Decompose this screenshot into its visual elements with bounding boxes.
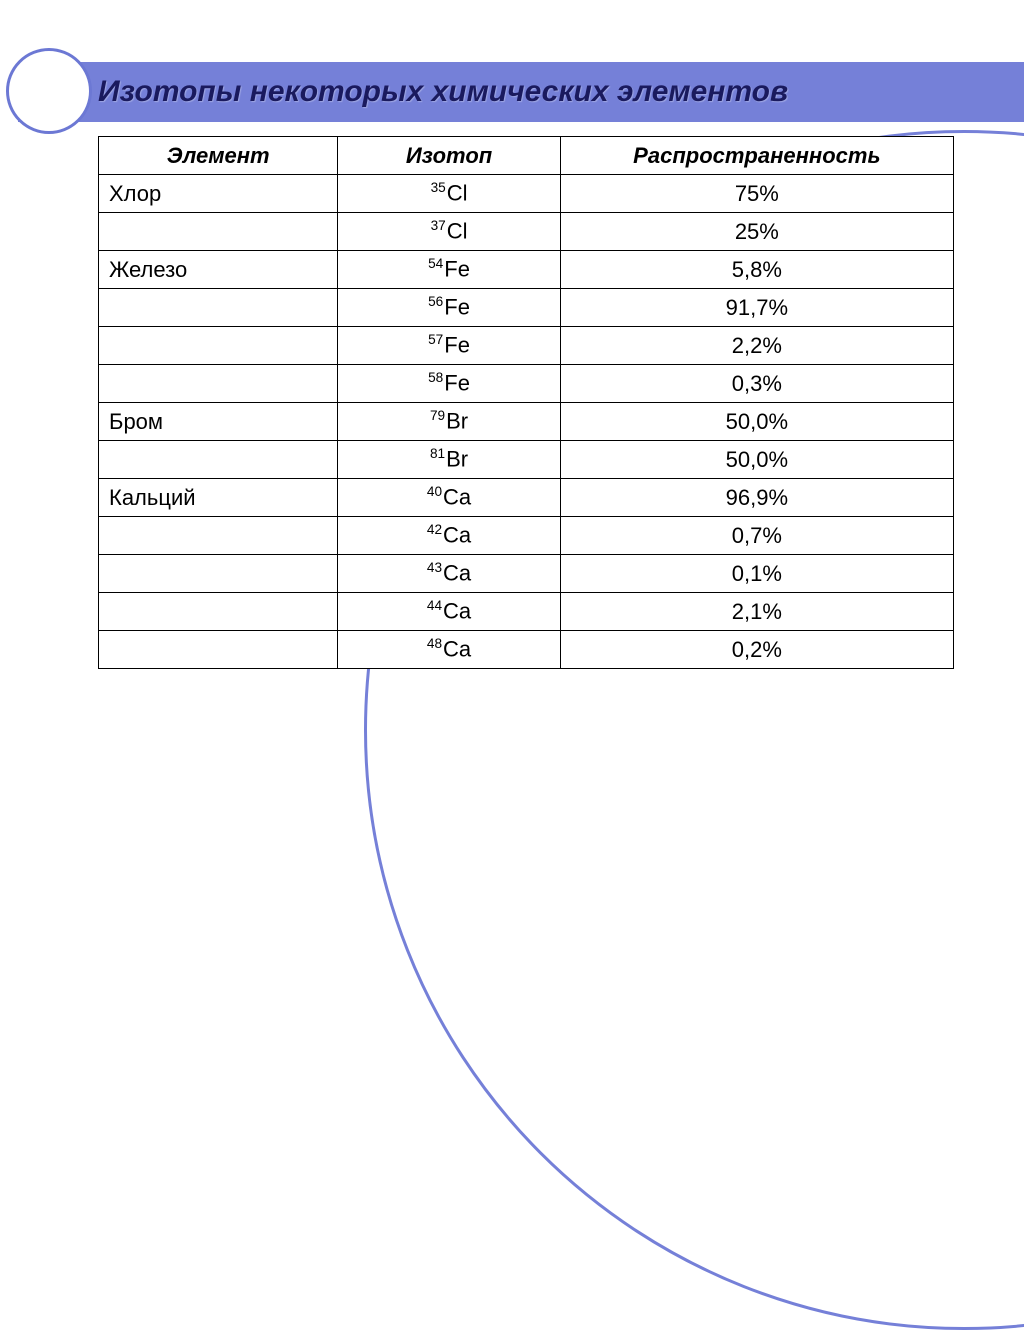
element-symbol: Fe: [444, 257, 470, 282]
mass-number: 81: [430, 446, 445, 461]
table-row: 57Fe2,2%: [99, 327, 954, 365]
cell-isotope: 56Fe: [338, 289, 560, 327]
cell-element: [99, 327, 338, 365]
element-symbol: Fe: [444, 333, 470, 358]
cell-isotope: 40Ca: [338, 479, 560, 517]
cell-element: [99, 365, 338, 403]
cell-isotope: 43Ca: [338, 555, 560, 593]
slide-title: Изотопы некоторых химических элементов: [98, 75, 788, 109]
cell-element: [99, 289, 338, 327]
cell-abundance: 96,9%: [560, 479, 953, 517]
cell-element: Железо: [99, 251, 338, 289]
cell-abundance: 5,8%: [560, 251, 953, 289]
cell-abundance: 25%: [560, 213, 953, 251]
cell-isotope: 48Ca: [338, 631, 560, 669]
element-symbol: Ca: [443, 485, 471, 510]
cell-abundance: 2,1%: [560, 593, 953, 631]
cell-abundance: 0,3%: [560, 365, 953, 403]
table-row: 56Fe91,7%: [99, 289, 954, 327]
mass-number: 44: [427, 598, 442, 613]
cell-element: [99, 213, 338, 251]
element-symbol: Fe: [444, 295, 470, 320]
cell-isotope: 81Br: [338, 441, 560, 479]
mass-number: 56: [428, 294, 443, 309]
cell-element: Кальций: [99, 479, 338, 517]
mass-number: 58: [428, 370, 443, 385]
cell-abundance: 0,7%: [560, 517, 953, 555]
element-symbol: Cl: [447, 219, 468, 244]
cell-abundance: 2,2%: [560, 327, 953, 365]
mass-number: 54: [428, 256, 443, 271]
decorative-ring: [6, 48, 92, 134]
col-abundance: Распространенность: [560, 137, 953, 175]
content-area: Элемент Изотоп Распространенность Хлор35…: [98, 136, 954, 669]
table-row: Хлор35Cl75%: [99, 175, 954, 213]
mass-number: 37: [431, 218, 446, 233]
table-row: 58Fe0,3%: [99, 365, 954, 403]
cell-isotope: 44Ca: [338, 593, 560, 631]
cell-isotope: 79Br: [338, 403, 560, 441]
cell-isotope: 35Cl: [338, 175, 560, 213]
table-row: Бром79Br50,0%: [99, 403, 954, 441]
cell-element: [99, 593, 338, 631]
cell-element: [99, 631, 338, 669]
cell-abundance: 50,0%: [560, 441, 953, 479]
cell-abundance: 0,1%: [560, 555, 953, 593]
mass-number: 79: [430, 408, 445, 423]
cell-isotope: 37Cl: [338, 213, 560, 251]
table-row: 81Br50,0%: [99, 441, 954, 479]
cell-abundance: 0,2%: [560, 631, 953, 669]
cell-isotope: 54Fe: [338, 251, 560, 289]
cell-isotope: 42Ca: [338, 517, 560, 555]
isotopes-table: Элемент Изотоп Распространенность Хлор35…: [98, 136, 954, 669]
element-symbol: Br: [446, 447, 468, 472]
mass-number: 57: [428, 332, 443, 347]
element-symbol: Cl: [447, 181, 468, 206]
cell-isotope: 57Fe: [338, 327, 560, 365]
cell-element: Бром: [99, 403, 338, 441]
table-row: Железо54Fe5,8%: [99, 251, 954, 289]
table-row: 43Ca0,1%: [99, 555, 954, 593]
cell-element: [99, 517, 338, 555]
cell-element: [99, 441, 338, 479]
element-symbol: Fe: [444, 371, 470, 396]
cell-abundance: 91,7%: [560, 289, 953, 327]
mass-number: 43: [427, 560, 442, 575]
cell-element: [99, 555, 338, 593]
element-symbol: Ca: [443, 523, 471, 548]
table-row: 37Cl25%: [99, 213, 954, 251]
element-symbol: Ca: [443, 637, 471, 662]
table-header-row: Элемент Изотоп Распространенность: [99, 137, 954, 175]
cell-isotope: 58Fe: [338, 365, 560, 403]
col-isotope: Изотоп: [338, 137, 560, 175]
mass-number: 42: [427, 522, 442, 537]
col-element: Элемент: [99, 137, 338, 175]
table-row: Кальций40Ca96,9%: [99, 479, 954, 517]
table-row: 48Ca0,2%: [99, 631, 954, 669]
element-symbol: Br: [446, 409, 468, 434]
element-symbol: Ca: [443, 561, 471, 586]
cell-abundance: 75%: [560, 175, 953, 213]
mass-number: 48: [427, 636, 442, 651]
table-row: 44Ca2,1%: [99, 593, 954, 631]
table-row: 42Ca0,7%: [99, 517, 954, 555]
mass-number: 35: [431, 180, 446, 195]
title-band: Изотопы некоторых химических элементов: [18, 62, 1024, 122]
cell-abundance: 50,0%: [560, 403, 953, 441]
cell-element: Хлор: [99, 175, 338, 213]
mass-number: 40: [427, 484, 442, 499]
element-symbol: Ca: [443, 599, 471, 624]
